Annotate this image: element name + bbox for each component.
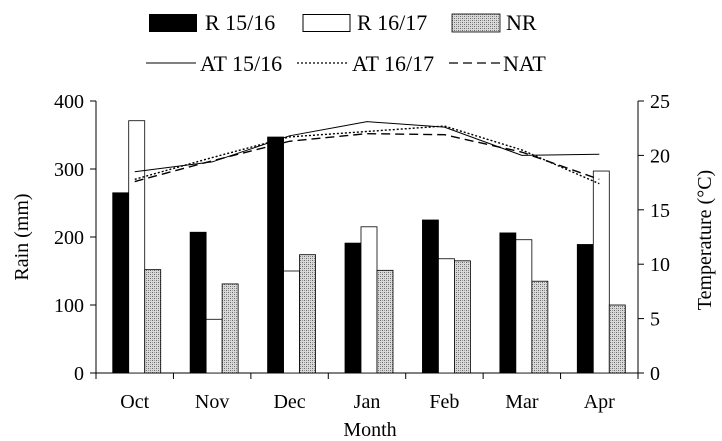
legend-label-nr: NR — [506, 10, 537, 35]
left-tick-label: 100 — [54, 295, 84, 317]
x-tick-label: Jan — [354, 391, 381, 413]
bar-nr-dec — [299, 254, 316, 374]
legend-label-at1516: AT 15/16 — [200, 51, 282, 76]
line-nat — [134, 132, 600, 183]
left-tick-label: 200 — [54, 227, 84, 249]
bar-r-16-17-feb — [438, 258, 455, 374]
legend-item-nr: NR — [451, 10, 537, 35]
right-tick-label: 5 — [650, 309, 660, 331]
legend-item-at1617: AT 16/17 — [297, 51, 434, 76]
bar-r-15-16-oct — [112, 192, 130, 374]
bar-nr-mar — [531, 280, 549, 374]
bar-r-15-16-jan — [344, 242, 362, 374]
bar-nr-apr — [608, 304, 626, 374]
bar-nr-jan — [376, 269, 394, 374]
x-tick-label: Nov — [195, 391, 229, 413]
bar-nr-nov — [221, 283, 239, 374]
temperature-lines — [134, 121, 600, 185]
legend-label-at1617: AT 16/17 — [352, 51, 434, 76]
bar-nr-oct — [144, 269, 162, 374]
legend-item-r1617: R 16/17 — [302, 10, 427, 35]
line-at-15-16 — [134, 121, 600, 173]
right-axis-ticks: 0 5 10 15 20 25 — [638, 91, 670, 385]
bar-r-15-16-apr — [576, 244, 594, 374]
bar-r-16-17-mar — [515, 239, 533, 374]
bar-r-16-17-jan — [360, 226, 378, 374]
bar-r-15-16-feb — [422, 219, 439, 374]
bar-r-16-17-oct — [128, 120, 146, 374]
bars — [112, 120, 626, 374]
x-tick-label: Oct — [120, 391, 149, 413]
right-tick-label: 15 — [650, 200, 670, 222]
legend-swatch-r1617 — [302, 14, 351, 32]
legend-label-r1516: R 15/16 — [205, 10, 275, 35]
legend-item-r1516: R 15/16 — [149, 10, 275, 35]
legend-item-at1516: AT 15/16 — [146, 51, 282, 76]
x-tick-label: Mar — [505, 391, 539, 413]
left-tick-label: 300 — [54, 159, 84, 181]
bar-r-16-17-dec — [283, 270, 300, 374]
legend-label-r1617: R 16/17 — [357, 10, 427, 35]
left-tick-label: 400 — [54, 91, 84, 113]
legend-label-nat: NAT — [503, 51, 546, 76]
right-tick-label: 0 — [650, 363, 660, 385]
bar-r-15-16-dec — [267, 136, 284, 374]
left-tick-label: 0 — [74, 363, 84, 385]
legend: R 15/16 R 16/17 NR AT 15/16 AT 16/17 NAT — [146, 10, 546, 76]
x-tick-label: Feb — [429, 391, 459, 413]
x-axis-ticks: Oct Nov Dec Jan Feb Mar Apr — [95, 373, 639, 413]
x-axis-label: Month — [343, 419, 396, 441]
legend-swatch-r1516 — [149, 14, 197, 32]
right-y-axis-label: Temperature (°C) — [694, 170, 716, 310]
legend-swatch-nr — [451, 13, 501, 33]
left-y-axis-label: Rain (mm) — [11, 193, 33, 280]
right-tick-label: 10 — [650, 254, 670, 276]
legend-item-nat: NAT — [449, 51, 546, 76]
bar-r-15-16-mar — [499, 232, 517, 374]
line-at-16-17 — [134, 125, 600, 185]
bar-r-16-17-apr — [592, 170, 610, 374]
right-tick-label: 25 — [650, 91, 670, 113]
bar-r-16-17-nov — [205, 318, 223, 374]
x-tick-label: Dec — [273, 391, 305, 413]
right-tick-label: 20 — [650, 145, 670, 167]
bar-nr-feb — [454, 260, 471, 374]
x-tick-label: Apr — [584, 391, 615, 413]
bar-r-15-16-nov — [189, 231, 207, 374]
left-axis-ticks: 0 100 200 300 400 — [54, 91, 96, 385]
